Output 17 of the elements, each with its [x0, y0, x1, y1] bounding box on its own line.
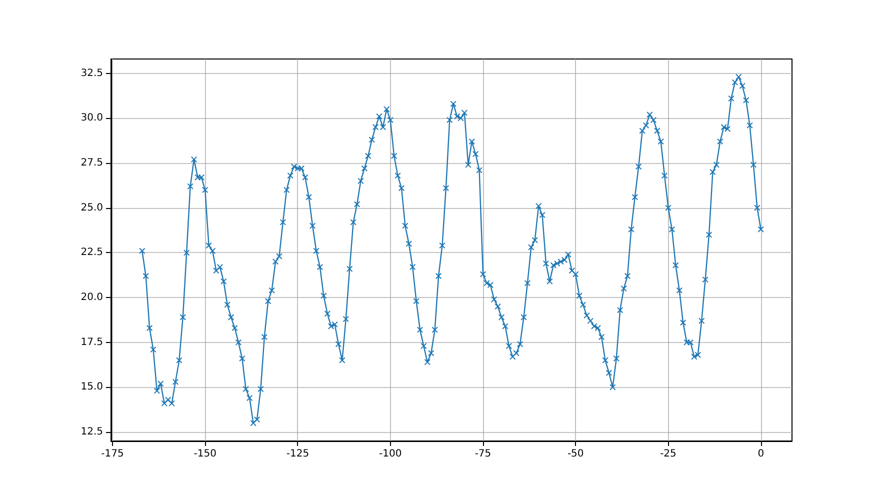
x-tick-label: -50	[567, 448, 584, 460]
y-tick-label: 20.0	[80, 292, 103, 304]
y-tick-label: 17.5	[80, 336, 103, 348]
y-tick-label: 32.5	[80, 68, 103, 79]
x-tick-label: -100	[379, 448, 402, 460]
x-tick-label: -175	[101, 448, 124, 460]
y-tick-label: 22.5	[80, 247, 103, 258]
x-tick-label: -25	[660, 448, 676, 460]
x-tick-label: -150	[194, 448, 216, 460]
x-tick-label: 0	[758, 448, 764, 460]
y-tick-label: 12.5	[80, 426, 103, 438]
y-tick-label: 27.5	[80, 158, 103, 169]
y-tick-label: 30.0	[80, 112, 103, 124]
x-tick-label: -75	[474, 448, 492, 460]
y-tick-label: 15.0	[80, 382, 103, 393]
x-tick-label: -125	[286, 448, 310, 460]
y-tick-label: 25.0	[80, 202, 103, 214]
